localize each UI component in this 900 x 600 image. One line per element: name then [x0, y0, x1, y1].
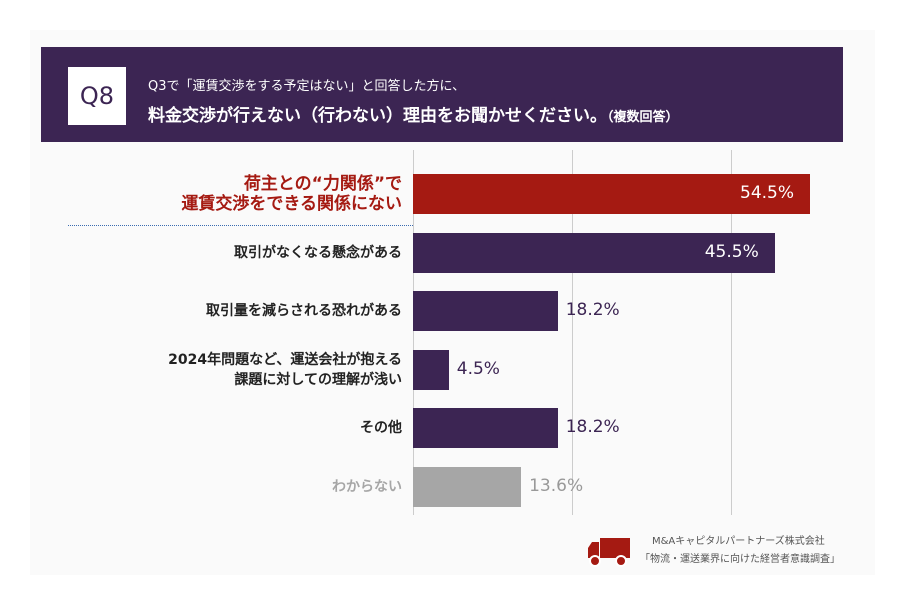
category-label: 取引量を減らされる恐れがある — [206, 303, 402, 319]
category-label: 取引がなくなる懸念がある — [234, 244, 402, 261]
gridline — [731, 150, 732, 515]
truck-icon — [588, 538, 630, 567]
bar — [413, 174, 810, 214]
bar — [413, 232, 775, 273]
category-label: 荷主との“力関係”で 運賃交渉をできる関係にない — [181, 174, 402, 214]
separator — [68, 225, 413, 226]
question-header — [41, 47, 843, 142]
question-badge: Q8 — [68, 67, 126, 125]
category-label: その他 — [360, 420, 402, 436]
value-label: 45.5% — [704, 241, 759, 262]
gridline — [413, 150, 414, 515]
source-survey: 「物流・運送業界に向けた経営者意識調査」 — [640, 554, 840, 565]
bar — [413, 466, 522, 507]
value-label: 18.2% — [565, 300, 620, 320]
value-label: 18.2% — [565, 417, 620, 437]
bar — [413, 349, 449, 390]
source-company: M&Aキャピタルパートナーズ株式会社 — [652, 536, 825, 547]
category-label: 2024年問題など、運送会社が抱える 課題に対しての理解が浅い — [168, 351, 402, 388]
question-line1: Q3で「運賃交渉をする予定はない」と回答した方に、 — [148, 79, 466, 94]
category-label: わからない — [332, 478, 402, 495]
bar — [413, 291, 558, 331]
value-label: 4.5% — [456, 358, 500, 379]
value-label: 54.5% — [740, 183, 795, 203]
question-note: （複数回答） — [607, 110, 679, 125]
value-label: 13.6% — [529, 475, 584, 496]
question-text: 料金交渉が行えない（行わない）理由をお聞かせください。 — [148, 106, 607, 126]
gridline — [572, 150, 573, 515]
bar — [413, 408, 558, 448]
question-line2: 料金交渉が行えない（行わない）理由をお聞かせください。（複数回答） — [148, 101, 679, 126]
